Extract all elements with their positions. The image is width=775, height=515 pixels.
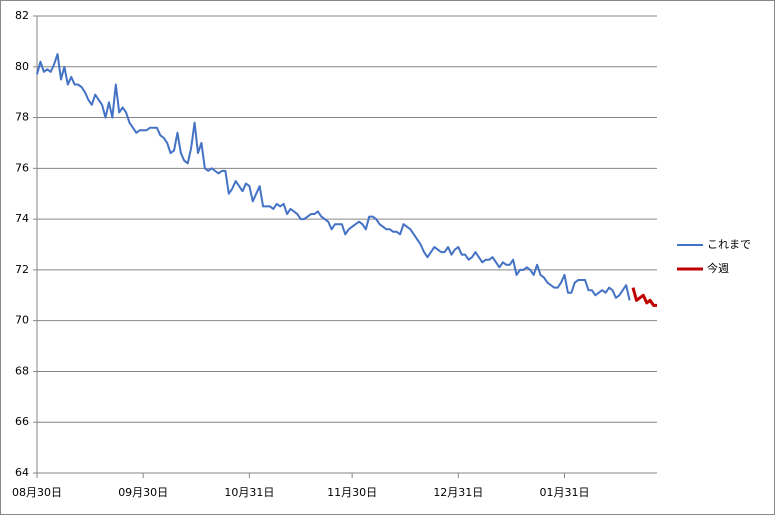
y-tick-label: 76 — [15, 161, 29, 174]
x-tick-label: 08月30日 — [12, 486, 62, 499]
y-tick-label: 74 — [15, 212, 29, 225]
y-tick-label: 72 — [15, 263, 29, 276]
x-tick-label: 10月31日 — [224, 486, 274, 499]
y-tick-label: 78 — [15, 111, 29, 124]
x-tick-label: 11月30日 — [327, 486, 377, 499]
legend-label: これまで — [707, 238, 751, 251]
y-tick-label: 82 — [15, 9, 29, 22]
y-tick-label: 64 — [15, 466, 29, 479]
y-tick-label: 70 — [15, 314, 29, 327]
y-tick-label: 68 — [15, 364, 29, 377]
y-tick-label: 80 — [15, 60, 29, 73]
series-line — [631, 287, 657, 307]
x-tick-label: 09月30日 — [118, 486, 168, 499]
y-tick-label: 66 — [15, 415, 29, 428]
legend-label: 今週 — [707, 261, 729, 275]
x-tick-label: 01月31日 — [540, 486, 590, 499]
x-tick-label: 12月31日 — [433, 486, 483, 499]
series-line — [36, 53, 631, 301]
